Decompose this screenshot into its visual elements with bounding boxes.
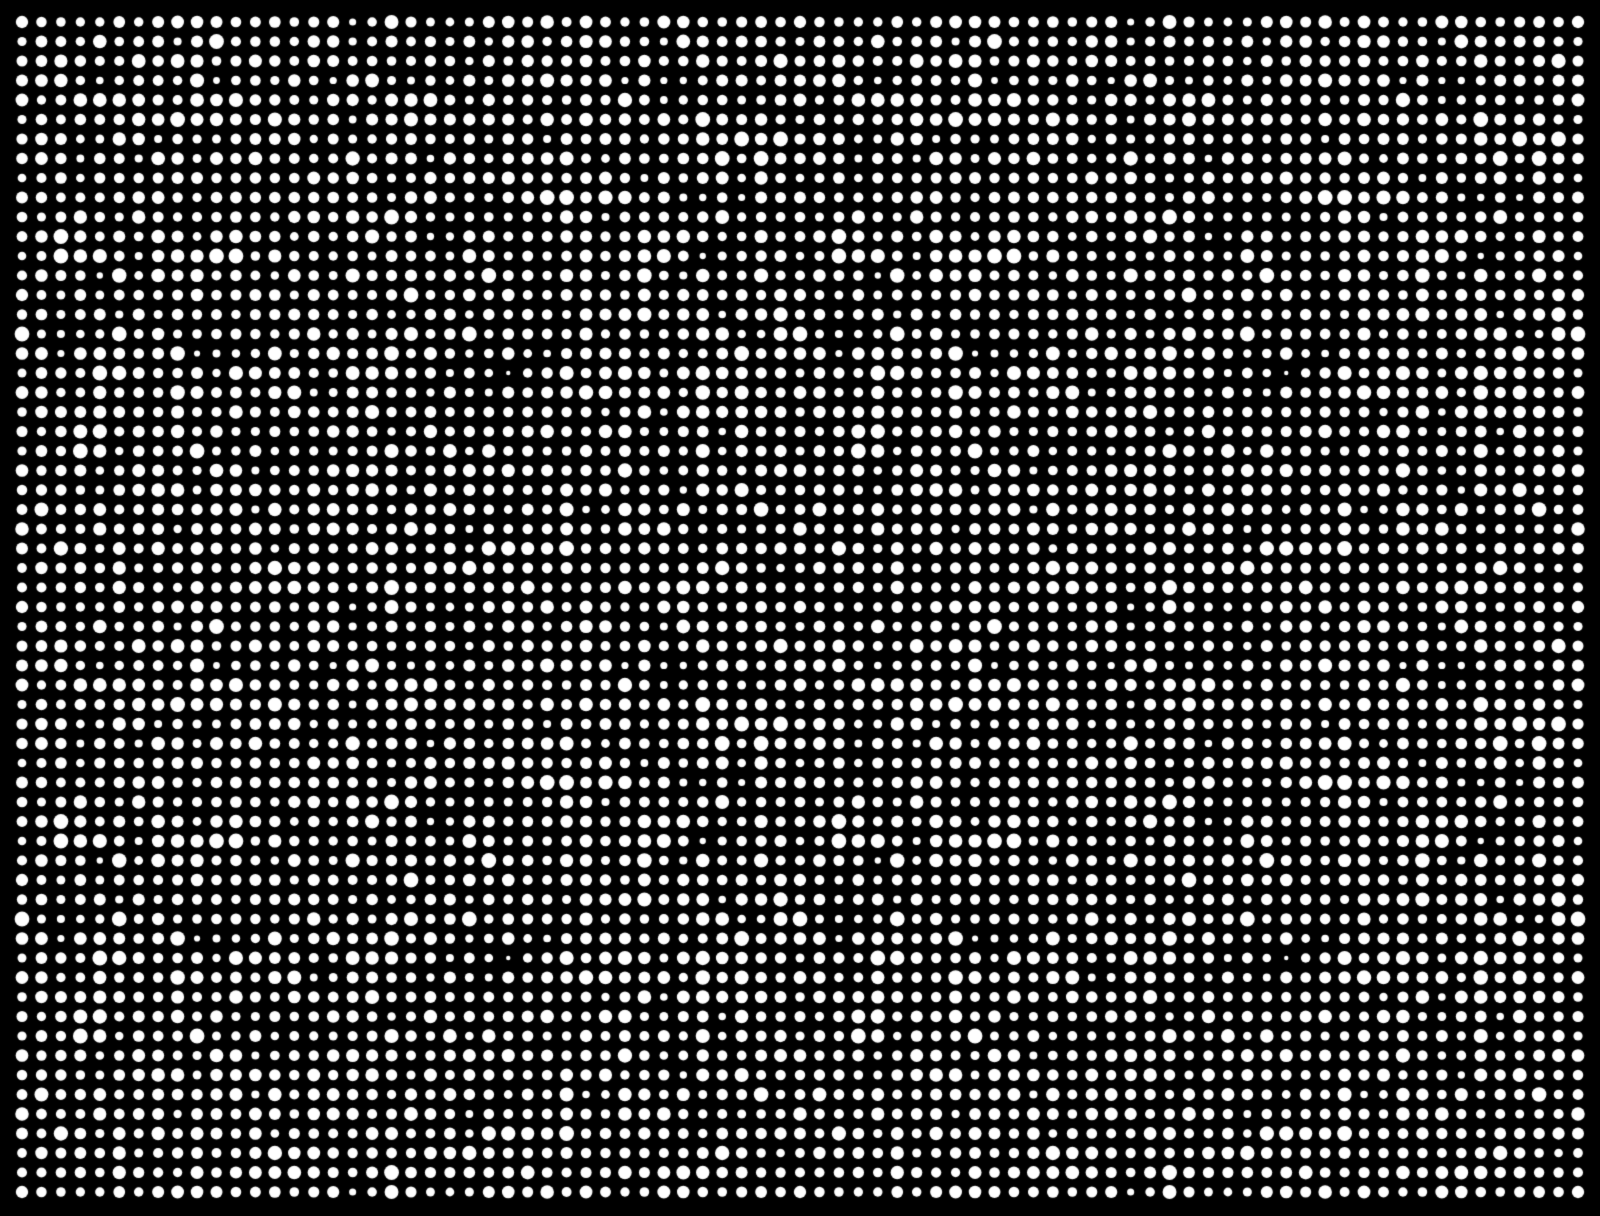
dot-matrix-canvas: [0, 0, 1600, 1216]
halftone-pattern-screen: [0, 0, 1600, 1216]
